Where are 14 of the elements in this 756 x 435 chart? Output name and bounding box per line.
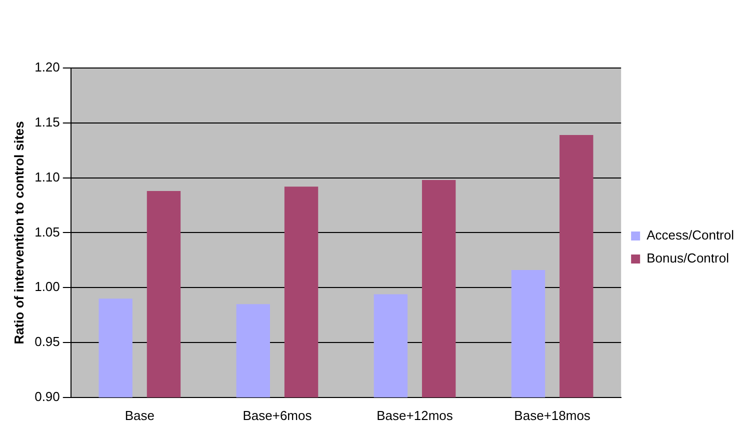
legend-label: Access/Control	[646, 228, 734, 243]
y-tick-label: 0.95	[34, 334, 60, 350]
y-tick-label: 1.05	[34, 224, 60, 240]
y-tick-label: 1.20	[34, 60, 60, 75]
y-tick-label: 1.15	[34, 114, 60, 130]
y-tick-label: 1.10	[34, 169, 60, 184]
y-tick-label: 0.90	[34, 388, 60, 404]
x-tick-label: Base+12mos	[376, 408, 454, 423]
x-tick-label: Base+6mos	[242, 408, 312, 423]
legend-label: Bonus/Control	[646, 250, 730, 266]
y-axis-title: Ratio of intervention to control sites	[11, 121, 26, 344]
x-tick-label: Base	[124, 408, 154, 423]
x-tick-label: Base+18mos	[514, 408, 591, 423]
y-tick-label: 1.00	[34, 279, 60, 294]
